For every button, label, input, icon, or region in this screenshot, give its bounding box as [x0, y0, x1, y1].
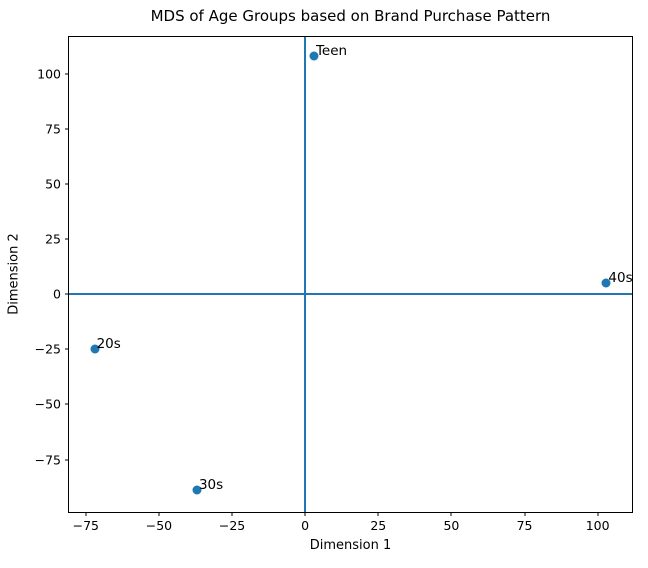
x-tick-label: 75: [516, 518, 533, 533]
data-point-40s: [601, 278, 611, 288]
x-tick-label: −75: [72, 518, 100, 533]
y-tick-label: 0: [53, 286, 61, 302]
y-tick-mark: [65, 238, 69, 240]
y-tick-label: −50: [34, 396, 61, 412]
zero-x-line: [304, 37, 307, 512]
x-tick-mark: [158, 512, 160, 516]
y-tick-label: −75: [34, 452, 61, 468]
x-tick-mark: [304, 512, 306, 516]
x-tick-label: −50: [145, 518, 173, 533]
y-tick-mark: [65, 73, 69, 75]
y-tick-mark: [65, 348, 69, 350]
chart-title: MDS of Age Groups based on Brand Purchas…: [150, 7, 551, 25]
y-tick-label: 75: [45, 121, 61, 137]
y-tick-label: 25: [45, 231, 61, 247]
y-tick-mark: [65, 293, 69, 295]
point-label-30s: 30s: [198, 477, 224, 494]
x-tick-mark: [524, 512, 526, 516]
data-point-20s: [90, 344, 100, 354]
point-label-20s: 20s: [96, 336, 121, 353]
x-tick-mark: [85, 512, 87, 516]
x-tick-label: 100: [585, 518, 610, 533]
x-tick-mark: [231, 512, 233, 516]
plot-area: −75 −50 −25 0 25 50 75 100 −75 −50 −25 0 25 50 75 100 Te…: [35, 36, 633, 533]
x-axis-label: Dimension 1: [309, 538, 392, 553]
y-axis-label: Dimension 2: [6, 233, 22, 315]
y-tick-mark: [65, 183, 69, 185]
x-tick-mark: [597, 512, 599, 516]
x-tick-mark: [450, 512, 452, 516]
x-tick-label: 25: [370, 518, 387, 533]
x-tick-label: 50: [443, 518, 460, 533]
y-tick-mark: [65, 128, 69, 130]
y-tick-label: 50: [45, 176, 61, 192]
data-point-teen: [309, 51, 319, 61]
y-tick-mark: [65, 403, 69, 405]
data-point-30s: [192, 485, 202, 495]
point-label-teen: Teen: [315, 43, 348, 60]
x-tick-mark: [377, 512, 379, 516]
x-tick-label: −25: [218, 518, 246, 533]
y-tick-label: −25: [34, 341, 61, 357]
x-tick-label: 0: [301, 518, 310, 533]
zero-y-line: [69, 293, 632, 296]
y-tick-mark: [65, 459, 69, 461]
y-tick-label: 100: [37, 66, 61, 82]
point-label-40s: 40s: [608, 270, 633, 287]
